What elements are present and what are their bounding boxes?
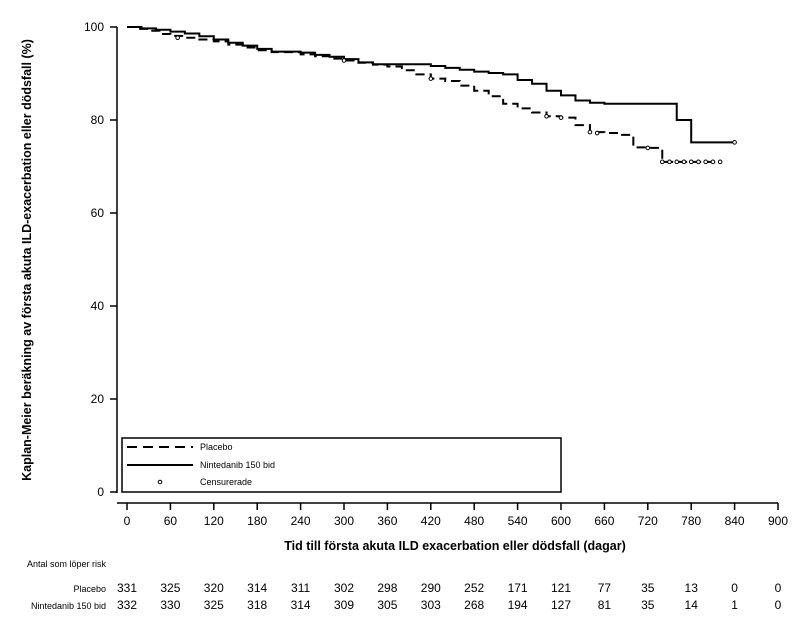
y-tick-label: 60 xyxy=(91,206,105,220)
censored-marker xyxy=(544,113,549,119)
censored-marker xyxy=(688,159,694,165)
risk-value: 314 xyxy=(291,598,311,612)
risk-value: 1 xyxy=(731,598,738,612)
y-tick-label: 100 xyxy=(84,20,104,34)
risk-value: 81 xyxy=(598,598,612,612)
risk-value: 252 xyxy=(464,581,484,595)
x-tick-label: 540 xyxy=(508,514,528,528)
risk-value: 298 xyxy=(377,581,397,595)
x-tick-label: 420 xyxy=(421,514,441,528)
risk-value: 311 xyxy=(291,581,310,595)
risk-value: 325 xyxy=(160,581,180,595)
x-tick-label: 720 xyxy=(638,514,658,528)
risk-value: 320 xyxy=(204,581,224,595)
censored-marker xyxy=(594,130,600,136)
risk-table-title: Antal som löper risk xyxy=(27,559,107,569)
risk-value: 331 xyxy=(117,581,137,595)
risk-value: 303 xyxy=(421,598,441,612)
x-tick-label: 240 xyxy=(291,514,311,528)
x-tick-label: 120 xyxy=(204,514,224,528)
censored-marker xyxy=(341,58,347,63)
plot-area xyxy=(127,26,737,165)
legend: Placebo Nintedanib 150 bid Censurerade xyxy=(121,437,562,493)
risk-value: 35 xyxy=(641,581,655,595)
risk-table: 331 325 320 314 311 302 298 290 252 171 121 77 35 13 0… xyxy=(117,581,782,612)
x-tick-label: 780 xyxy=(681,514,701,528)
censored-marker xyxy=(428,76,434,81)
x-tick-label: 660 xyxy=(594,514,614,528)
censored-marker xyxy=(587,129,593,135)
axes: 0 20 40 60 80 100 0 60 120 180 240 300 360 420 480 540 6… xyxy=(84,20,788,528)
censored-marker xyxy=(667,159,672,165)
risk-row-label-nintedanib: Nintedanib 150 bid xyxy=(31,601,106,611)
risk-value: 318 xyxy=(247,598,267,612)
y-tick-label: 0 xyxy=(97,485,104,499)
legend-censored-marker xyxy=(157,479,163,485)
x-axis-title: Tid till första akuta ILD exacerbation e… xyxy=(284,539,626,553)
censored-marker xyxy=(674,159,680,165)
censored-marker xyxy=(717,159,723,165)
censored-marker xyxy=(732,140,737,145)
x-tick-label: 360 xyxy=(377,514,397,528)
km-curve-nintedanib xyxy=(127,26,735,144)
risk-value: 171 xyxy=(508,581,528,595)
risk-value: 0 xyxy=(775,598,782,612)
x-tick-label: 600 xyxy=(551,514,571,528)
risk-value: 194 xyxy=(508,598,528,612)
legend-box xyxy=(121,437,562,493)
x-tick-label: 180 xyxy=(247,514,267,528)
y-tick-label: 80 xyxy=(91,113,105,127)
x-tick-label: 300 xyxy=(334,514,354,528)
risk-value: 127 xyxy=(551,598,571,612)
x-tick-label: 900 xyxy=(768,514,788,528)
risk-value: 330 xyxy=(160,598,180,612)
y-tick-label: 20 xyxy=(91,392,105,406)
risk-value: 305 xyxy=(377,598,397,612)
risk-value: 121 xyxy=(551,581,571,595)
risk-value: 268 xyxy=(464,598,484,612)
risk-value: 77 xyxy=(598,581,612,595)
x-tick-label: 480 xyxy=(464,514,484,528)
risk-value: 309 xyxy=(334,598,354,612)
censored-marker xyxy=(175,35,180,40)
censored-marker xyxy=(681,159,687,165)
censored-marker xyxy=(659,159,665,165)
risk-value: 325 xyxy=(204,598,224,612)
y-tick-label: 40 xyxy=(91,299,105,313)
risk-value: 302 xyxy=(334,581,354,595)
risk-value: 314 xyxy=(247,581,267,595)
x-tick-label: 60 xyxy=(164,514,178,528)
censored-marker xyxy=(696,159,701,165)
censored-marker xyxy=(710,159,716,165)
km-curve-placebo xyxy=(127,26,721,163)
legend-label-nintedanib: Nintedanib 150 bid xyxy=(200,460,275,470)
legend-label-censored: Censurerade xyxy=(200,477,252,487)
x-tick-label: 0 xyxy=(124,514,131,528)
risk-row-label-placebo: Placebo xyxy=(73,584,106,594)
risk-value: 35 xyxy=(641,598,655,612)
y-axis-title: Kaplan-Meier beräkning av första akuta I… xyxy=(20,39,34,481)
censored-marker xyxy=(645,145,651,151)
risk-value: 0 xyxy=(731,581,738,595)
risk-value: 13 xyxy=(685,581,699,595)
x-tick-label: 840 xyxy=(725,514,745,528)
censored-marker xyxy=(558,115,564,120)
risk-value: 290 xyxy=(421,581,441,595)
risk-value: 332 xyxy=(117,598,137,612)
censored-marker xyxy=(703,159,708,165)
risk-value: 14 xyxy=(685,598,699,612)
legend-label-placebo: Placebo xyxy=(200,442,233,452)
risk-value: 0 xyxy=(775,581,782,595)
